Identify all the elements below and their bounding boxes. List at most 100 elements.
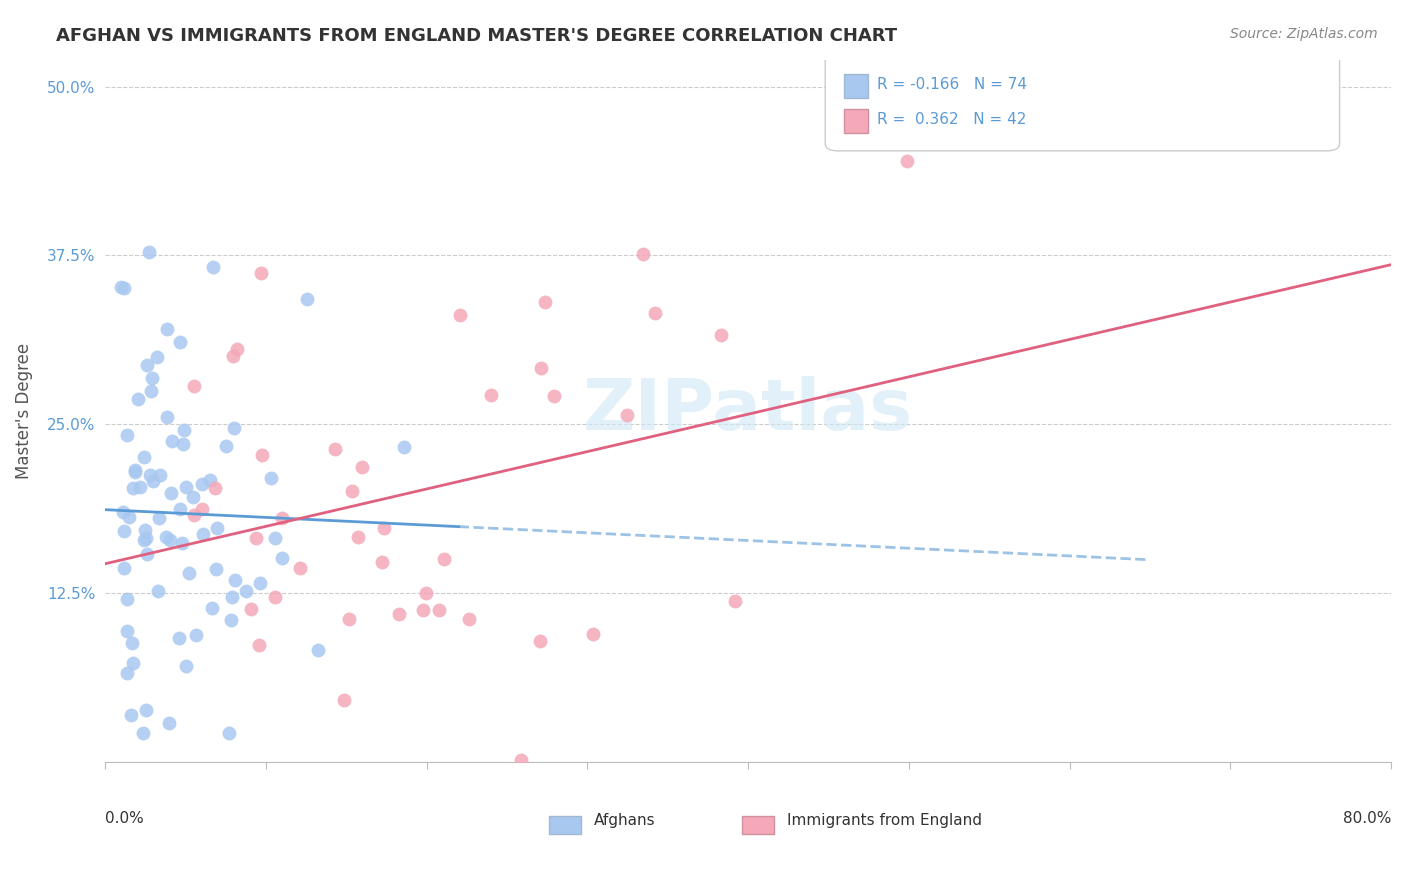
- Point: [157, 715, 180, 730]
- Point: [582, 627, 605, 641]
- Point: [142, 474, 165, 488]
- Point: [270, 551, 292, 566]
- Point: [202, 260, 225, 274]
- Point: [132, 533, 155, 547]
- Point: [724, 593, 747, 607]
- Point: [160, 485, 183, 500]
- Point: [193, 526, 215, 541]
- Point: [159, 533, 181, 547]
- Point: [191, 501, 214, 516]
- Bar: [845, 109, 868, 133]
- Point: [222, 421, 245, 435]
- Point: [219, 613, 242, 627]
- Point: [132, 726, 155, 740]
- Point: [458, 612, 481, 626]
- Point: [346, 530, 368, 544]
- Point: [479, 387, 502, 401]
- Point: [169, 502, 191, 516]
- Point: [118, 509, 141, 524]
- Point: [160, 434, 183, 448]
- Point: [205, 562, 228, 576]
- Point: [388, 607, 411, 621]
- Point: [156, 409, 179, 424]
- Point: [222, 349, 245, 363]
- Point: [240, 602, 263, 616]
- Point: [221, 590, 243, 604]
- Point: [148, 511, 170, 525]
- Point: [224, 573, 246, 587]
- Point: [896, 153, 918, 168]
- Point: [167, 632, 190, 646]
- Point: [174, 479, 197, 493]
- Point: [215, 439, 238, 453]
- Text: R = -0.166   N = 74: R = -0.166 N = 74: [877, 77, 1026, 92]
- Point: [115, 624, 138, 639]
- Point: [121, 636, 143, 650]
- Bar: [845, 74, 868, 98]
- Point: [449, 308, 471, 322]
- Point: [173, 423, 195, 437]
- Point: [245, 531, 267, 545]
- Point: [177, 566, 200, 580]
- Point: [191, 477, 214, 491]
- Point: [117, 666, 139, 681]
- Point: [371, 555, 394, 569]
- Text: Afghans: Afghans: [593, 813, 655, 828]
- Point: [633, 246, 655, 260]
- Point: [183, 508, 205, 522]
- Point: [183, 379, 205, 393]
- Point: [307, 643, 329, 657]
- Point: [156, 321, 179, 335]
- Point: [138, 245, 160, 260]
- Point: [141, 370, 163, 384]
- Text: 80.0%: 80.0%: [1343, 811, 1391, 826]
- Point: [138, 467, 160, 482]
- Point: [124, 466, 146, 480]
- Point: [340, 483, 363, 498]
- Point: [200, 601, 222, 615]
- Point: [181, 490, 204, 504]
- Point: [121, 481, 143, 495]
- Point: [427, 603, 450, 617]
- Point: [135, 703, 157, 717]
- Point: [290, 561, 312, 575]
- Point: [117, 592, 139, 607]
- Point: [149, 468, 172, 483]
- Point: [412, 603, 434, 617]
- Point: [543, 389, 565, 403]
- Text: Source: ZipAtlas.com: Source: ZipAtlas.com: [1230, 27, 1378, 41]
- Bar: [741, 816, 773, 834]
- Point: [710, 328, 733, 343]
- Text: Immigrants from England: Immigrants from England: [786, 813, 981, 828]
- Point: [250, 448, 273, 462]
- Point: [392, 440, 415, 454]
- Bar: [548, 816, 581, 834]
- Point: [112, 561, 135, 575]
- Point: [174, 658, 197, 673]
- Point: [218, 726, 240, 740]
- Point: [122, 657, 145, 671]
- Point: [295, 292, 318, 306]
- Point: [111, 505, 134, 519]
- Point: [529, 634, 551, 648]
- Text: 0.0%: 0.0%: [105, 811, 143, 826]
- Text: AFGHAN VS IMMIGRANTS FROM ENGLAND MASTER'S DEGREE CORRELATION CHART: AFGHAN VS IMMIGRANTS FROM ENGLAND MASTER…: [56, 27, 897, 45]
- Point: [169, 334, 191, 349]
- Point: [205, 521, 228, 535]
- Point: [198, 473, 221, 487]
- Point: [141, 384, 163, 398]
- FancyBboxPatch shape: [825, 53, 1340, 151]
- Text: R =  0.362   N = 42: R = 0.362 N = 42: [877, 112, 1026, 127]
- Point: [134, 450, 156, 464]
- Point: [264, 591, 287, 605]
- Point: [184, 628, 207, 642]
- Point: [250, 266, 273, 280]
- Point: [433, 552, 456, 566]
- Point: [134, 531, 156, 545]
- Point: [120, 707, 142, 722]
- Point: [124, 463, 146, 477]
- Point: [249, 575, 271, 590]
- Point: [146, 350, 169, 364]
- Point: [534, 294, 557, 309]
- Point: [134, 524, 156, 538]
